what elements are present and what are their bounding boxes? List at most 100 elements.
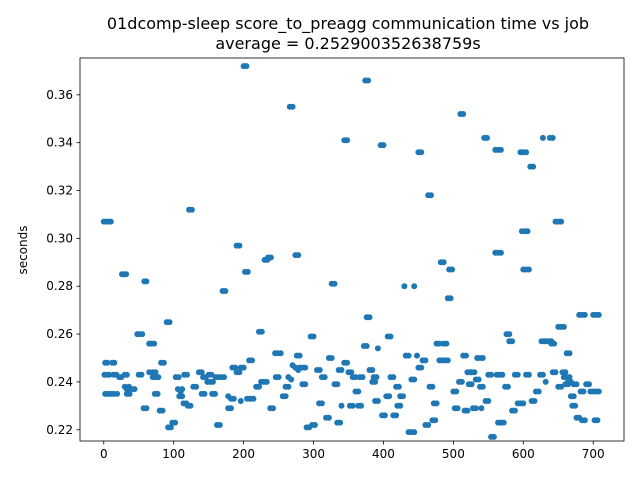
data-point <box>436 340 443 347</box>
data-point <box>479 355 486 361</box>
data-point <box>458 378 465 385</box>
y-axis-label: seconds <box>16 225 30 274</box>
data-point <box>514 371 521 378</box>
x-tick-label: 400 <box>372 447 395 461</box>
data-point <box>277 350 284 357</box>
data-point <box>499 371 506 378</box>
data-point <box>595 388 602 395</box>
data-point <box>449 266 455 273</box>
data-point <box>552 369 559 376</box>
data-point <box>159 407 166 414</box>
data-point <box>160 359 167 366</box>
data-point <box>381 412 388 419</box>
data-point <box>288 376 295 383</box>
data-points <box>100 63 602 440</box>
data-point <box>166 319 173 326</box>
data-point <box>250 395 257 402</box>
data-point <box>447 295 454 302</box>
data-point <box>167 424 174 431</box>
data-point <box>551 340 558 347</box>
data-point <box>425 422 432 428</box>
data-point <box>143 405 150 412</box>
data-point <box>525 371 532 378</box>
x-tick-label: 100 <box>162 447 185 461</box>
data-point <box>151 340 158 347</box>
data-point <box>179 393 186 400</box>
y-tick-label: 0.30 <box>46 231 73 245</box>
y-tick-label: 0.28 <box>46 279 73 293</box>
data-point <box>107 218 114 225</box>
data-point <box>475 376 482 383</box>
data-point <box>285 383 292 390</box>
data-point <box>267 254 274 261</box>
data-point <box>488 371 495 378</box>
x-tick-label: 200 <box>232 447 255 461</box>
data-point <box>232 364 239 371</box>
data-point <box>228 405 234 412</box>
data-point <box>464 407 471 414</box>
y-tick-label: 0.34 <box>46 136 73 150</box>
data-point <box>535 388 542 395</box>
data-point <box>558 218 565 225</box>
data-point <box>390 374 397 381</box>
data-point <box>490 433 497 440</box>
data-point <box>216 422 223 428</box>
data-point <box>373 374 380 381</box>
data-point <box>270 405 276 412</box>
data-point <box>243 63 250 70</box>
data-point <box>244 268 251 275</box>
y-tick-label: 0.26 <box>46 327 73 341</box>
data-point <box>472 405 479 412</box>
data-point <box>581 417 588 424</box>
data-point <box>372 378 379 385</box>
data-point <box>302 364 309 371</box>
chart-title-line1: 01dcomp-sleep score_to_preagg communicat… <box>107 14 589 34</box>
data-point <box>401 283 408 290</box>
data-point <box>573 381 580 388</box>
data-point <box>296 352 303 359</box>
data-point <box>453 388 460 395</box>
data-point <box>344 137 351 144</box>
data-point <box>433 400 440 407</box>
y-tick-label: 0.32 <box>46 184 73 198</box>
data-point <box>123 271 130 278</box>
data-point <box>240 364 247 371</box>
data-point <box>594 417 601 424</box>
data-point <box>418 364 425 371</box>
data-point <box>188 206 195 213</box>
data-point <box>221 374 227 381</box>
y-tick-label: 0.22 <box>46 423 73 437</box>
data-point <box>249 357 255 364</box>
data-point <box>143 278 150 285</box>
data-point <box>139 331 146 338</box>
data-point <box>126 390 133 397</box>
data-point <box>209 378 216 385</box>
data-point <box>374 345 381 352</box>
data-point <box>338 402 345 409</box>
data-point <box>484 134 490 141</box>
data-point <box>365 77 372 84</box>
data-point <box>123 371 130 378</box>
data-point <box>282 393 289 400</box>
data-point <box>201 390 208 397</box>
data-point <box>572 402 579 409</box>
data-point <box>520 400 527 407</box>
data-point <box>138 371 145 378</box>
data-point <box>497 249 504 256</box>
x-tick-label: 600 <box>512 447 535 461</box>
data-point <box>175 374 182 381</box>
data-point <box>348 369 355 376</box>
data-point <box>380 142 387 149</box>
data-point <box>549 134 556 141</box>
data-point <box>172 419 179 426</box>
data-point <box>393 412 400 419</box>
data-point <box>595 311 602 318</box>
data-point <box>539 134 546 141</box>
data-point <box>428 192 434 199</box>
data-point <box>444 357 451 364</box>
plot-frame <box>79 57 625 442</box>
data-point <box>463 352 469 359</box>
x-axis: 0 100 200 300 400 500 600 700 <box>100 441 605 461</box>
data-point <box>275 374 282 381</box>
